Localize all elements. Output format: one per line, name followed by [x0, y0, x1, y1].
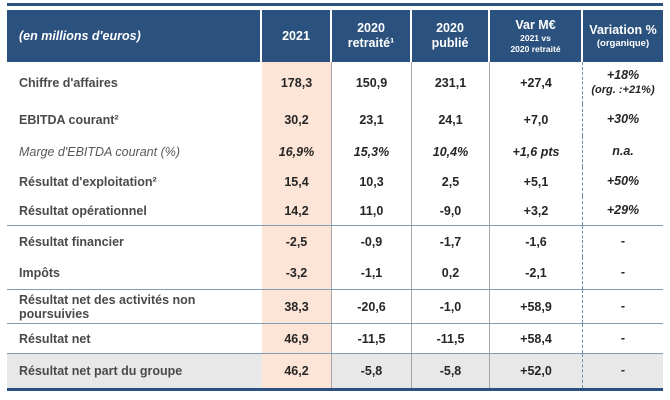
value-var: +7,0 [490, 104, 583, 136]
value-2021: 15,4 [262, 167, 332, 196]
value-2021: -3,2 [262, 257, 332, 289]
unit-label-text: (en millions d'euros) [19, 28, 141, 43]
value-variation: +30% [606, 112, 640, 127]
value-variation: - [583, 354, 663, 388]
value-2020-retraite: 23,1 [332, 104, 412, 136]
value-2020-retraite: -5,8 [332, 354, 412, 388]
value-2020-publie: 2,5 [412, 167, 490, 196]
col-variation-line1: Variation % [589, 22, 657, 37]
row-label: Résultat net des activités non poursuivi… [19, 292, 196, 321]
col-2020-publie-line2: publié [431, 36, 469, 50]
value-variation: - [620, 298, 626, 313]
table-row-resultat-financier: Résultat financier -2,5 -0,9 -1,7 -1,6 - [7, 225, 663, 257]
value-var: +5,1 [490, 167, 583, 196]
header-unit-label: (en millions d'euros) [7, 10, 262, 62]
col-2020-retraite-line2: retraité¹ [347, 36, 395, 50]
value-2020-retraite: 150,9 [332, 62, 412, 104]
table-row-chiffre-daffaires: Chiffre d'affaires 178,3 150,9 231,1 +27… [7, 62, 663, 104]
variation-line1: +18% [606, 68, 640, 83]
value-var: -1,6 [490, 226, 583, 257]
col-2020-retraite-line1: 2020 [357, 21, 385, 35]
row-label: Résultat net [19, 331, 91, 346]
value-var: +58,9 [490, 290, 583, 323]
table-row-impots: Impôts -3,2 -1,1 0,2 -2,1 - [7, 257, 663, 289]
value-var: +52,0 [490, 354, 583, 388]
value-variation: - [620, 265, 626, 280]
value-2020-publie: -1,7 [412, 226, 490, 257]
value-2021: 178,3 [262, 62, 332, 104]
col-variation-line2: (organique) [596, 37, 650, 49]
table-row-ebitda-courant: EBITDA courant² 30,2 23,1 24,1 +7,0 +30% [7, 104, 663, 136]
header-col-var: Var M€ 2021 vs 2020 retraité [490, 10, 583, 62]
value-2020-retraite: 15,3% [332, 136, 412, 167]
value-2021: 16,9% [262, 136, 332, 167]
value-2021: -2,5 [262, 226, 332, 257]
col-2021-text: 2021 [282, 28, 310, 43]
value-2020-retraite: 10,3 [332, 167, 412, 196]
value-variation: - [620, 330, 626, 345]
value-variation: +18% (org. :+21%) [583, 62, 663, 104]
value-2020-retraite: -0,9 [332, 226, 412, 257]
table-row-marge-ebitda: Marge d'EBITDA courant (%) 16,9% 15,3% 1… [7, 136, 663, 167]
row-label: Marge d'EBITDA courant (%) [19, 144, 181, 159]
value-variation: - [620, 233, 626, 248]
value-2020-retraite: 11,0 [332, 196, 412, 225]
value-var: +27,4 [490, 62, 583, 104]
row-label: EBITDA courant² [19, 113, 119, 127]
table-header-row: (en millions d'euros) 2021 2020 retraité… [7, 10, 663, 62]
table-top-border [7, 3, 663, 6]
col-var-line2: 2021 vs [520, 32, 551, 43]
value-variation: n.a. [612, 143, 634, 158]
table-row-resultat-operationnel: Résultat opérationnel 14,2 11,0 -9,0 +3,… [7, 196, 663, 225]
row-label: Résultat opérationnel [19, 203, 147, 218]
header-col-2021: 2021 [262, 10, 332, 62]
row-label: Résultat d'exploitation² [19, 174, 157, 189]
value-2020-publie: -1,0 [412, 290, 490, 323]
row-label: Impôts [19, 266, 60, 280]
value-variation: +29% [606, 202, 640, 217]
col-var-line1: Var M€ [515, 17, 556, 32]
value-variation: +50% [606, 173, 640, 188]
col-2020-publie-line1: 2020 [436, 21, 464, 35]
variation-line2: (org. :+21%) [591, 83, 655, 96]
financial-results-table: (en millions d'euros) 2021 2020 retraité… [7, 3, 663, 391]
value-2020-publie: 0,2 [412, 257, 490, 289]
value-2021: 38,3 [262, 290, 332, 323]
header-col-2020-retraite: 2020 retraité¹ [332, 10, 412, 62]
row-label: Résultat financier [19, 234, 124, 249]
value-2021: 46,2 [262, 354, 332, 388]
value-2020-publie: -11,5 [412, 324, 490, 353]
value-2021: 30,2 [262, 104, 332, 136]
row-label: Chiffre d'affaires [19, 76, 118, 90]
value-2020-publie: -9,0 [412, 196, 490, 225]
header-col-variation: Variation % (organique) [583, 10, 663, 62]
table-row-resultat-net: Résultat net 46,9 -11,5 -11,5 +58,4 - [7, 323, 663, 353]
value-2020-publie: 24,1 [412, 104, 490, 136]
col-var-line3: 2020 retraité [510, 43, 561, 54]
row-label: Résultat net part du groupe [7, 354, 262, 388]
value-2020-retraite: -20,6 [332, 290, 412, 323]
value-2020-publie: 231,1 [412, 62, 490, 104]
value-2020-retraite: -11,5 [332, 324, 412, 353]
value-var: -2,1 [490, 257, 583, 289]
value-2020-publie: -5,8 [412, 354, 490, 388]
value-var: +58,4 [490, 324, 583, 353]
value-2020-retraite: -1,1 [332, 257, 412, 289]
header-col-2020-publie: 2020 publié [412, 10, 490, 62]
value-2021: 14,2 [262, 196, 332, 225]
table-row-resultat-net-activites-non-poursuivies: Résultat net des activités non poursuivi… [7, 289, 663, 323]
value-2021: 46,9 [262, 324, 332, 353]
table-row-resultat-net-part-du-groupe: Résultat net part du groupe 46,2 -5,8 -5… [7, 353, 663, 391]
value-var: +3,2 [490, 196, 583, 225]
value-2020-publie: 10,4% [412, 136, 490, 167]
value-var: +1,6 pts [490, 136, 583, 167]
table-row-resultat-exploitation: Résultat d'exploitation² 15,4 10,3 2,5 +… [7, 167, 663, 196]
